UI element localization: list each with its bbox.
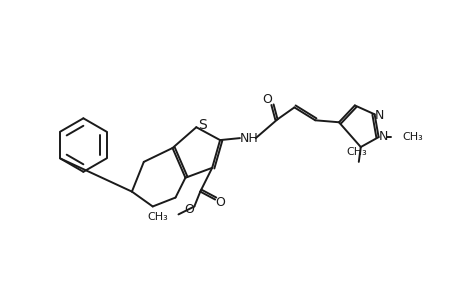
Text: CH₃: CH₃ — [346, 147, 366, 157]
Text: O: O — [184, 203, 194, 216]
Text: O: O — [215, 196, 224, 209]
Text: O: O — [262, 93, 272, 106]
Text: CH₃: CH₃ — [402, 132, 422, 142]
Text: N: N — [378, 130, 387, 142]
Text: NH: NH — [239, 132, 257, 145]
Text: N: N — [374, 109, 383, 122]
Text: CH₃: CH₃ — [147, 212, 168, 222]
Text: S: S — [197, 118, 206, 132]
